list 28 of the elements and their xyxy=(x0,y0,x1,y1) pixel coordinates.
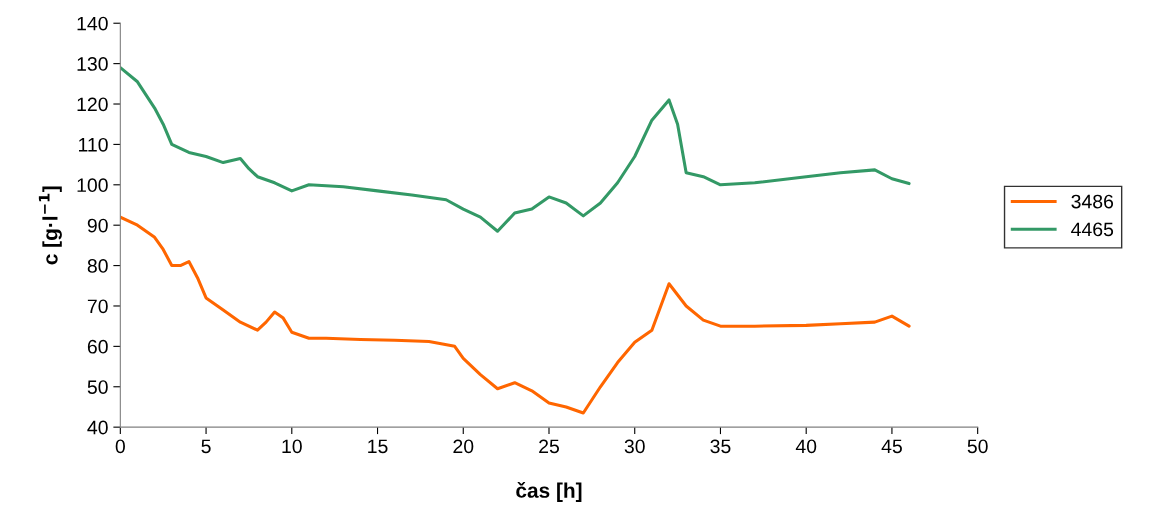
y-tick-label: 140 xyxy=(77,16,108,31)
x-tick-label: 10 xyxy=(282,439,302,454)
x-tick-label: 5 xyxy=(201,439,211,454)
x-axis-title: čas [h] xyxy=(516,482,582,502)
y-tick-label: 60 xyxy=(87,339,108,354)
x-tick-label: 20 xyxy=(453,439,474,454)
y-tick-label: 40 xyxy=(87,420,108,435)
y-axis-title: c [g·l$^{−1}$] xyxy=(38,186,62,265)
y-tick-label: 90 xyxy=(87,218,108,233)
y-tick-label: 80 xyxy=(87,259,108,273)
y-tick-label: 100 xyxy=(77,178,108,193)
x-tick-label: 30 xyxy=(624,439,645,454)
y-tick-label: 50 xyxy=(87,380,108,394)
y-tick-label: 110 xyxy=(79,137,108,152)
y-tick-label: 130 xyxy=(77,57,108,71)
x-tick-label: 35 xyxy=(710,439,731,454)
x-tick-label: 0 xyxy=(115,439,125,454)
x-tick-label: 40 xyxy=(795,439,817,454)
line-series xyxy=(120,66,911,233)
legend-label: 4465 xyxy=(1071,222,1114,237)
y-tick-label: 120 xyxy=(77,97,108,112)
x-tick-label: 15 xyxy=(368,439,388,454)
y-tick-label: 70 xyxy=(87,299,108,314)
x-tick-label: 45 xyxy=(881,439,902,454)
x-tick-label: 25 xyxy=(539,439,559,454)
line-series xyxy=(120,215,911,415)
legend-label: 3486 xyxy=(1071,194,1114,209)
x-tick-label: 50 xyxy=(967,439,988,454)
